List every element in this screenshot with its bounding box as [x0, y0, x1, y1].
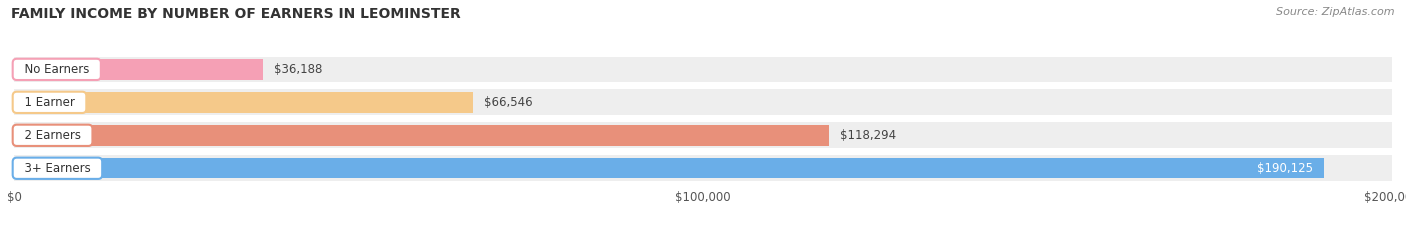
Text: $190,125: $190,125	[1257, 162, 1313, 175]
Text: 3+ Earners: 3+ Earners	[17, 162, 98, 175]
Bar	[14, 123, 1392, 148]
Text: 2 Earners: 2 Earners	[17, 129, 89, 142]
Text: $36,188: $36,188	[274, 63, 323, 76]
Text: $66,546: $66,546	[484, 96, 531, 109]
Bar	[14, 158, 1324, 178]
Text: FAMILY INCOME BY NUMBER OF EARNERS IN LEOMINSTER: FAMILY INCOME BY NUMBER OF EARNERS IN LE…	[11, 7, 461, 21]
Text: 1 Earner: 1 Earner	[17, 96, 82, 109]
Bar	[14, 92, 472, 113]
Text: Source: ZipAtlas.com: Source: ZipAtlas.com	[1277, 7, 1395, 17]
Bar	[14, 155, 1392, 181]
Text: $118,294: $118,294	[839, 129, 896, 142]
Bar	[14, 125, 830, 146]
Bar	[14, 89, 1392, 115]
Text: No Earners: No Earners	[17, 63, 97, 76]
Bar	[14, 57, 1392, 82]
Bar	[14, 59, 263, 80]
